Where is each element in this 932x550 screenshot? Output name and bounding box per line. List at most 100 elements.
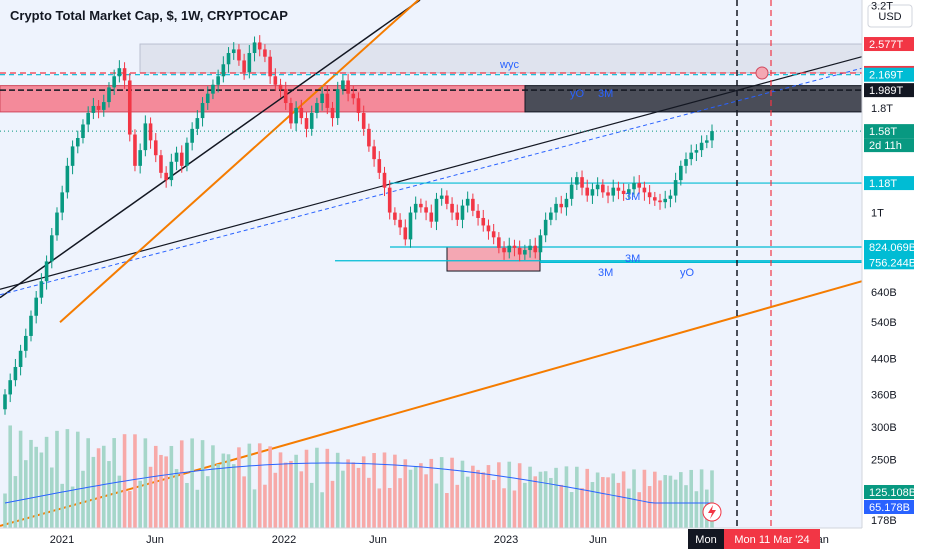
volume-bar bbox=[424, 474, 428, 528]
volume-bar bbox=[372, 453, 376, 528]
volume-bar bbox=[699, 469, 704, 528]
price-label: 1.989T bbox=[869, 85, 904, 97]
volume-bar bbox=[242, 476, 246, 528]
x-tick-label: 2022 bbox=[272, 534, 296, 546]
x-tick-label: Jun bbox=[369, 534, 387, 546]
mid-channel-dashed bbox=[0, 67, 863, 296]
candle-body bbox=[590, 189, 595, 196]
candle-body bbox=[497, 237, 501, 248]
volume-bar bbox=[226, 454, 231, 528]
candle-body bbox=[450, 203, 454, 213]
marker-circle bbox=[755, 66, 769, 80]
volume-bar bbox=[434, 483, 439, 528]
candle-body bbox=[289, 103, 293, 124]
volume-bar bbox=[299, 471, 304, 528]
candle-body bbox=[200, 103, 205, 119]
candle-body bbox=[65, 165, 70, 193]
volume-bar bbox=[18, 430, 23, 528]
volume-bar bbox=[606, 477, 610, 528]
candle-body bbox=[221, 64, 226, 77]
y-tick-label: 3.2T bbox=[871, 0, 893, 12]
candle-body bbox=[304, 118, 309, 129]
candle-body bbox=[252, 42, 257, 54]
volume-bar bbox=[538, 471, 543, 528]
candle-body bbox=[3, 394, 7, 410]
y-tick-label: 640B bbox=[871, 287, 897, 299]
y-tick-label: 440B bbox=[871, 354, 897, 366]
candle-body bbox=[382, 172, 387, 188]
candle-body bbox=[70, 146, 75, 166]
volume-bar bbox=[346, 459, 350, 528]
candle-body bbox=[13, 366, 18, 381]
candle-body bbox=[169, 161, 174, 181]
candle-body bbox=[611, 187, 616, 196]
candle-body bbox=[445, 195, 449, 204]
price-label-box bbox=[864, 37, 914, 52]
candle-body bbox=[34, 297, 38, 316]
candle-body bbox=[335, 89, 340, 119]
candle-body bbox=[372, 146, 376, 160]
candle-body bbox=[606, 192, 610, 196]
candle-body bbox=[632, 183, 636, 190]
candle-body bbox=[601, 184, 605, 193]
annotation-label: 3M bbox=[598, 267, 613, 279]
volume-bar bbox=[621, 471, 626, 528]
volume-bar bbox=[580, 488, 584, 528]
volume-bar bbox=[138, 480, 142, 528]
price-label: 1.18T bbox=[869, 178, 897, 190]
volume-bar bbox=[23, 460, 28, 528]
volume-bar bbox=[159, 454, 163, 528]
volume-bar bbox=[91, 456, 96, 528]
candle-body bbox=[663, 198, 668, 203]
candle-body bbox=[694, 150, 699, 153]
candle-body bbox=[60, 192, 64, 213]
y-tick-label: 360B bbox=[871, 389, 897, 401]
volume-bar bbox=[29, 439, 33, 528]
volume-bar bbox=[377, 488, 382, 528]
candle-body bbox=[476, 210, 480, 218]
volume-bar bbox=[419, 463, 423, 528]
candle-body bbox=[237, 49, 241, 61]
candle-body bbox=[387, 187, 392, 213]
volume-bar bbox=[133, 434, 137, 528]
volume-bar bbox=[627, 488, 631, 528]
volume-bar bbox=[75, 431, 80, 528]
volume-bar bbox=[554, 467, 558, 528]
price-label: 1.58T bbox=[869, 126, 897, 138]
candle-body bbox=[367, 128, 371, 147]
volume-bar bbox=[96, 448, 101, 528]
volume-bar bbox=[273, 472, 278, 528]
volume-bar bbox=[668, 475, 673, 528]
candle-body bbox=[174, 152, 179, 162]
candle-body bbox=[673, 180, 678, 196]
candle-body bbox=[710, 131, 714, 141]
volume-bar bbox=[44, 436, 49, 528]
x-axis-panel bbox=[0, 528, 862, 550]
candle-body bbox=[569, 184, 574, 199]
volume-bar bbox=[445, 493, 449, 528]
candle-body bbox=[330, 107, 335, 119]
candle-body bbox=[502, 247, 506, 253]
price-label-box bbox=[864, 176, 914, 191]
candle-body bbox=[18, 350, 23, 367]
candle-body bbox=[658, 200, 662, 203]
y-tick-label: 1.8T bbox=[871, 103, 893, 115]
price-label: 2d 11h bbox=[869, 140, 902, 152]
y-tick-label: 540B bbox=[871, 317, 897, 329]
y-axis-panel bbox=[862, 0, 932, 550]
volume-bar bbox=[330, 480, 335, 528]
price-label-box bbox=[864, 83, 914, 98]
volume-bar bbox=[517, 463, 522, 528]
candle-body bbox=[377, 159, 382, 173]
volume-bar bbox=[325, 448, 330, 528]
candle-body bbox=[216, 76, 220, 85]
volume-bar bbox=[13, 476, 18, 528]
candle-body bbox=[668, 195, 673, 199]
candle-body bbox=[486, 225, 491, 232]
candle-body bbox=[538, 235, 543, 253]
candle-body bbox=[554, 203, 558, 213]
candle-body bbox=[403, 227, 408, 240]
candle-body bbox=[684, 159, 688, 166]
candle-body bbox=[439, 195, 444, 199]
